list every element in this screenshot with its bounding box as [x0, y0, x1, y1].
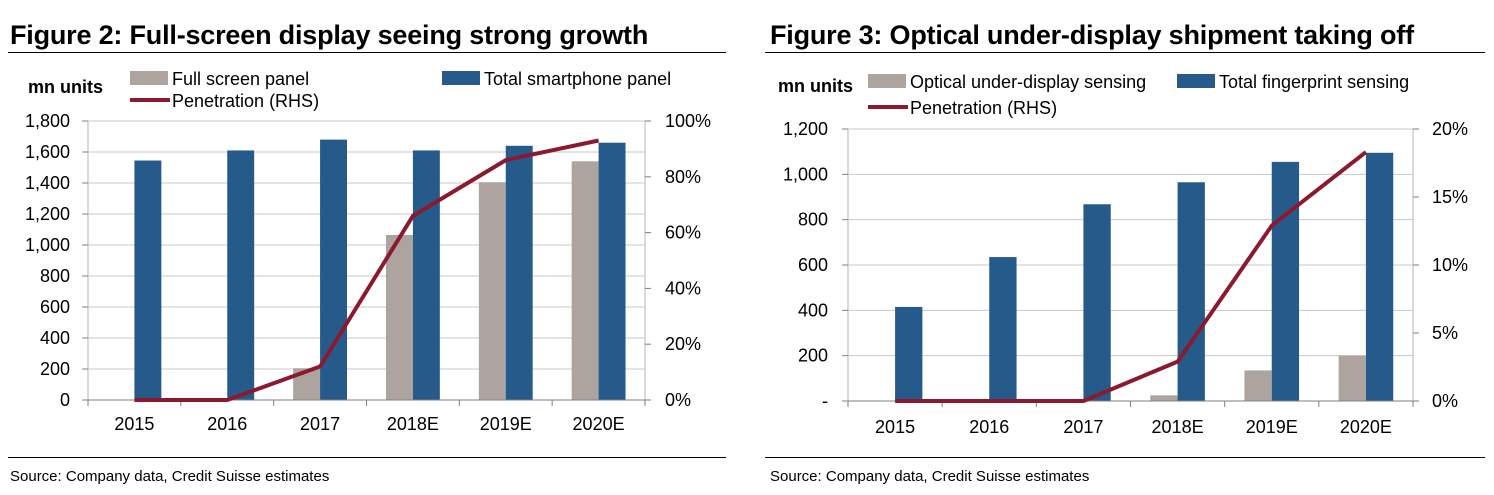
figure-title: Figure 3: Optical under-display shipment…	[770, 20, 1414, 50]
y-axis-unit-label: mn units	[778, 76, 853, 96]
bar-total-fingerprint-sensing	[1271, 161, 1300, 401]
bar-total-smartphone-panel	[134, 160, 162, 400]
y2-tick-label: 80%	[665, 167, 701, 187]
y-tick-label: 1,200	[25, 204, 70, 224]
y-tick-label: 400	[798, 300, 828, 320]
y-tick-label: 1,400	[25, 173, 70, 193]
y2-tick-label: 20%	[1432, 119, 1468, 139]
y2-tick-label: 60%	[665, 223, 701, 243]
y-tick-label: 1,000	[783, 164, 828, 184]
bar-total-fingerprint-sensing	[1083, 204, 1111, 401]
source-rule	[8, 457, 726, 458]
legend-swatch	[868, 74, 906, 88]
full-screen-display-chart: 0 200 400 600 800 1,000 1,200 1,400 1,600 1,800 0%…	[25, 69, 711, 434]
source-note: Source: Company data, Credit Suisse esti…	[770, 468, 1090, 485]
legend-label: Penetration (RHS)	[910, 98, 1057, 118]
bar-total-smartphone-panel	[412, 150, 440, 400]
penetration-line	[895, 150, 1368, 403]
y2-tick-label: 0%	[1432, 391, 1458, 411]
legend-label: Total smartphone panel	[484, 69, 671, 89]
y2-tick-label: 20%	[665, 334, 701, 354]
x-tick-label: 2020E	[1340, 417, 1392, 437]
bar-optical-under-display-sensing	[1244, 370, 1272, 401]
x-tick-label: 2019E	[1246, 417, 1298, 437]
x-tick-label: 2016	[969, 417, 1009, 437]
bar-total-fingerprint-sensing	[989, 257, 1017, 401]
plot-area	[87, 120, 646, 401]
x-tick-label: 2017	[300, 414, 340, 434]
bar-total-smartphone-panel	[598, 142, 626, 400]
bar-total-fingerprint-sensing	[1177, 182, 1205, 401]
legend-label: Penetration (RHS)	[172, 91, 319, 111]
x-tick-label: 2019E	[480, 414, 532, 434]
y-tick-label: 1,200	[783, 119, 828, 139]
legend-label: Total fingerprint sensing	[1219, 72, 1409, 92]
y-tick-label: 200	[798, 346, 828, 366]
bar-total-fingerprint-sensing	[895, 306, 923, 401]
penetration-line	[134, 138, 600, 402]
y-tick-label: -	[822, 391, 828, 411]
y-tick-label: 600	[40, 297, 70, 317]
x-tick-label: 2015	[114, 414, 154, 434]
source-note: Source: Company data, Credit Suisse esti…	[10, 468, 330, 485]
y2-tick-label: 10%	[1432, 255, 1468, 275]
x-tick-label: 2017	[1063, 417, 1103, 437]
legend-swatch	[1177, 74, 1215, 88]
figure-3-panel: Figure 3: Optical under-display shipment…	[760, 0, 1494, 495]
y-tick-label: 600	[798, 255, 828, 275]
y-tick-label: 400	[40, 328, 70, 348]
bar-total-smartphone-panel	[505, 145, 533, 400]
x-tick-label: 2020E	[573, 414, 625, 434]
legend-swatch	[442, 71, 480, 85]
bar-total-smartphone-panel	[227, 150, 255, 400]
y2-tick-label: 5%	[1432, 323, 1458, 343]
x-tick-label: 2018E	[1152, 417, 1204, 437]
source-rule	[765, 457, 1485, 458]
y2-tick-label: 0%	[665, 390, 691, 410]
figure-2-panel: Figure 2: Full-screen display seeing str…	[0, 0, 740, 495]
y2-tick-label: 100%	[665, 111, 711, 131]
y2-tick-label: 15%	[1432, 187, 1468, 207]
y-tick-label: 0	[60, 390, 70, 410]
bar-full-screen-panel	[571, 161, 599, 400]
y-tick-label: 1,000	[25, 235, 70, 255]
x-tick-label: 2015	[875, 417, 915, 437]
title-rule	[765, 52, 1485, 53]
y-axis-unit-label: mn units	[28, 77, 103, 97]
bar-full-screen-panel	[478, 182, 506, 400]
bar-optical-under-display-sensing	[1150, 395, 1178, 401]
y-tick-label: 1,800	[25, 111, 70, 131]
y2-tick-label: 40%	[665, 278, 701, 298]
title-rule	[8, 52, 726, 53]
x-tick-label: 2018E	[387, 414, 439, 434]
legend-label: Optical under-display sensing	[910, 72, 1146, 92]
optical-under-display-chart: - 200 400 600 800 1,000 1,200 0% 5% 10% 15% 20% 2015…	[778, 72, 1468, 437]
bar-full-screen-panel	[385, 234, 413, 400]
x-tick-label: 2016	[207, 414, 247, 434]
legend-swatch	[130, 71, 168, 85]
bar-optical-under-display-sensing	[1338, 355, 1366, 401]
figure-title: Figure 2: Full-screen display seeing str…	[10, 20, 649, 50]
y-tick-label: 800	[40, 266, 70, 286]
bar-total-fingerprint-sensing	[1365, 152, 1394, 401]
y-tick-label: 1,600	[25, 142, 70, 162]
y-tick-label: 800	[798, 210, 828, 230]
legend-label: Full screen panel	[172, 69, 309, 89]
y-tick-label: 200	[40, 359, 70, 379]
